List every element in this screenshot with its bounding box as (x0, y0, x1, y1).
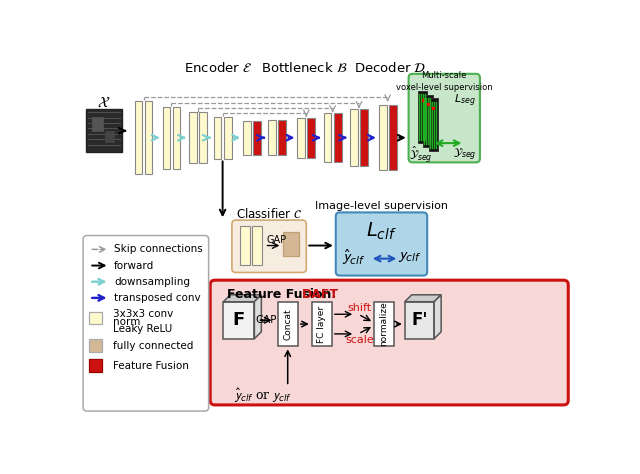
Bar (239, 226, 250, 265)
Bar (243, 121, 251, 155)
Text: Concat: Concat (284, 308, 292, 340)
Text: DAFT: DAFT (301, 288, 339, 301)
Bar (324, 113, 332, 162)
Text: Bottleneck $\mathcal{B}$: Bottleneck $\mathcal{B}$ (262, 61, 348, 75)
Text: $\mathcal{y}_{clf}$: $\mathcal{y}_{clf}$ (397, 250, 421, 264)
Text: fully connected: fully connected (113, 341, 193, 351)
Text: Encoder $\mathcal{E}$: Encoder $\mathcal{E}$ (184, 61, 252, 75)
Bar (253, 121, 261, 155)
Bar (189, 112, 196, 163)
Bar (163, 107, 170, 169)
Text: Feature Fusion: Feature Fusion (113, 361, 188, 371)
Bar (374, 302, 394, 346)
Bar (283, 232, 298, 255)
Text: GAP: GAP (255, 315, 276, 325)
Text: $L_{clf}$: $L_{clf}$ (366, 220, 397, 242)
Bar (92, 117, 103, 131)
Bar (298, 118, 305, 158)
Bar (389, 105, 397, 170)
Text: norm: norm (113, 317, 140, 327)
Bar (307, 118, 316, 158)
Text: $\hat{\mathcal{y}}_{clf}$ or $\mathcal{y}_{clf}$: $\hat{\mathcal{y}}_{clf}$ or $\mathcal{y… (234, 387, 292, 405)
Text: GAP: GAP (267, 235, 287, 245)
FancyBboxPatch shape (210, 280, 568, 405)
Text: scale: scale (346, 335, 374, 345)
Text: normalize: normalize (380, 301, 388, 346)
Bar (214, 117, 221, 158)
Text: downsampling: downsampling (114, 277, 190, 287)
Bar (404, 302, 434, 339)
Bar (379, 105, 387, 170)
Text: Classifier $\mathcal{C}$: Classifier $\mathcal{C}$ (236, 207, 302, 221)
Bar (145, 101, 152, 174)
Bar (105, 131, 114, 142)
Text: Image-level supervision: Image-level supervision (315, 201, 448, 211)
FancyBboxPatch shape (336, 212, 428, 275)
Text: F': F' (412, 311, 428, 329)
FancyBboxPatch shape (408, 74, 480, 163)
Text: Feature Fusion:: Feature Fusion: (227, 288, 341, 301)
Bar (278, 120, 286, 155)
Bar (223, 302, 254, 339)
Polygon shape (223, 295, 261, 302)
Bar (90, 312, 102, 324)
Text: $\mathcal{X}$: $\mathcal{X}$ (97, 96, 111, 110)
Bar (90, 359, 102, 372)
Bar (423, 95, 433, 147)
Polygon shape (254, 295, 261, 339)
Bar (252, 226, 262, 265)
Bar (268, 120, 276, 155)
Text: Decoder $\mathcal{D}$: Decoder $\mathcal{D}$ (354, 61, 426, 75)
Bar (199, 112, 207, 163)
Bar (134, 101, 142, 174)
Bar (350, 109, 358, 166)
Bar (418, 91, 428, 143)
FancyBboxPatch shape (83, 236, 209, 411)
Text: forward: forward (114, 261, 154, 271)
Bar (312, 302, 332, 346)
Text: $\hat{\mathcal{Y}}_{seg}$: $\hat{\mathcal{Y}}_{seg}$ (409, 144, 433, 165)
Bar (334, 113, 342, 162)
Text: $\mathcal{Y}_{seg}$: $\mathcal{Y}_{seg}$ (452, 146, 476, 163)
Text: F: F (233, 311, 245, 329)
Text: FC layer: FC layer (317, 306, 326, 343)
Bar (86, 109, 122, 152)
Bar (429, 99, 438, 151)
Bar (90, 339, 102, 352)
Text: Multi-scale
voxel-level supervision: Multi-scale voxel-level supervision (396, 71, 493, 92)
Text: shift: shift (348, 303, 372, 313)
Polygon shape (434, 295, 441, 339)
Bar (360, 109, 368, 166)
Polygon shape (404, 295, 441, 302)
Text: $L_{seg}$: $L_{seg}$ (454, 92, 476, 109)
Bar (224, 117, 232, 158)
Bar (278, 302, 298, 346)
FancyBboxPatch shape (232, 220, 307, 273)
Text: $\hat{\mathcal{y}}_{clf}$: $\hat{\mathcal{y}}_{clf}$ (342, 247, 366, 267)
Text: Leaky ReLU: Leaky ReLU (113, 325, 172, 335)
Text: Skip connections: Skip connections (114, 245, 203, 255)
Text: 3x3x3 conv: 3x3x3 conv (113, 309, 173, 319)
Text: transposed conv: transposed conv (114, 293, 201, 303)
Bar (173, 107, 180, 169)
